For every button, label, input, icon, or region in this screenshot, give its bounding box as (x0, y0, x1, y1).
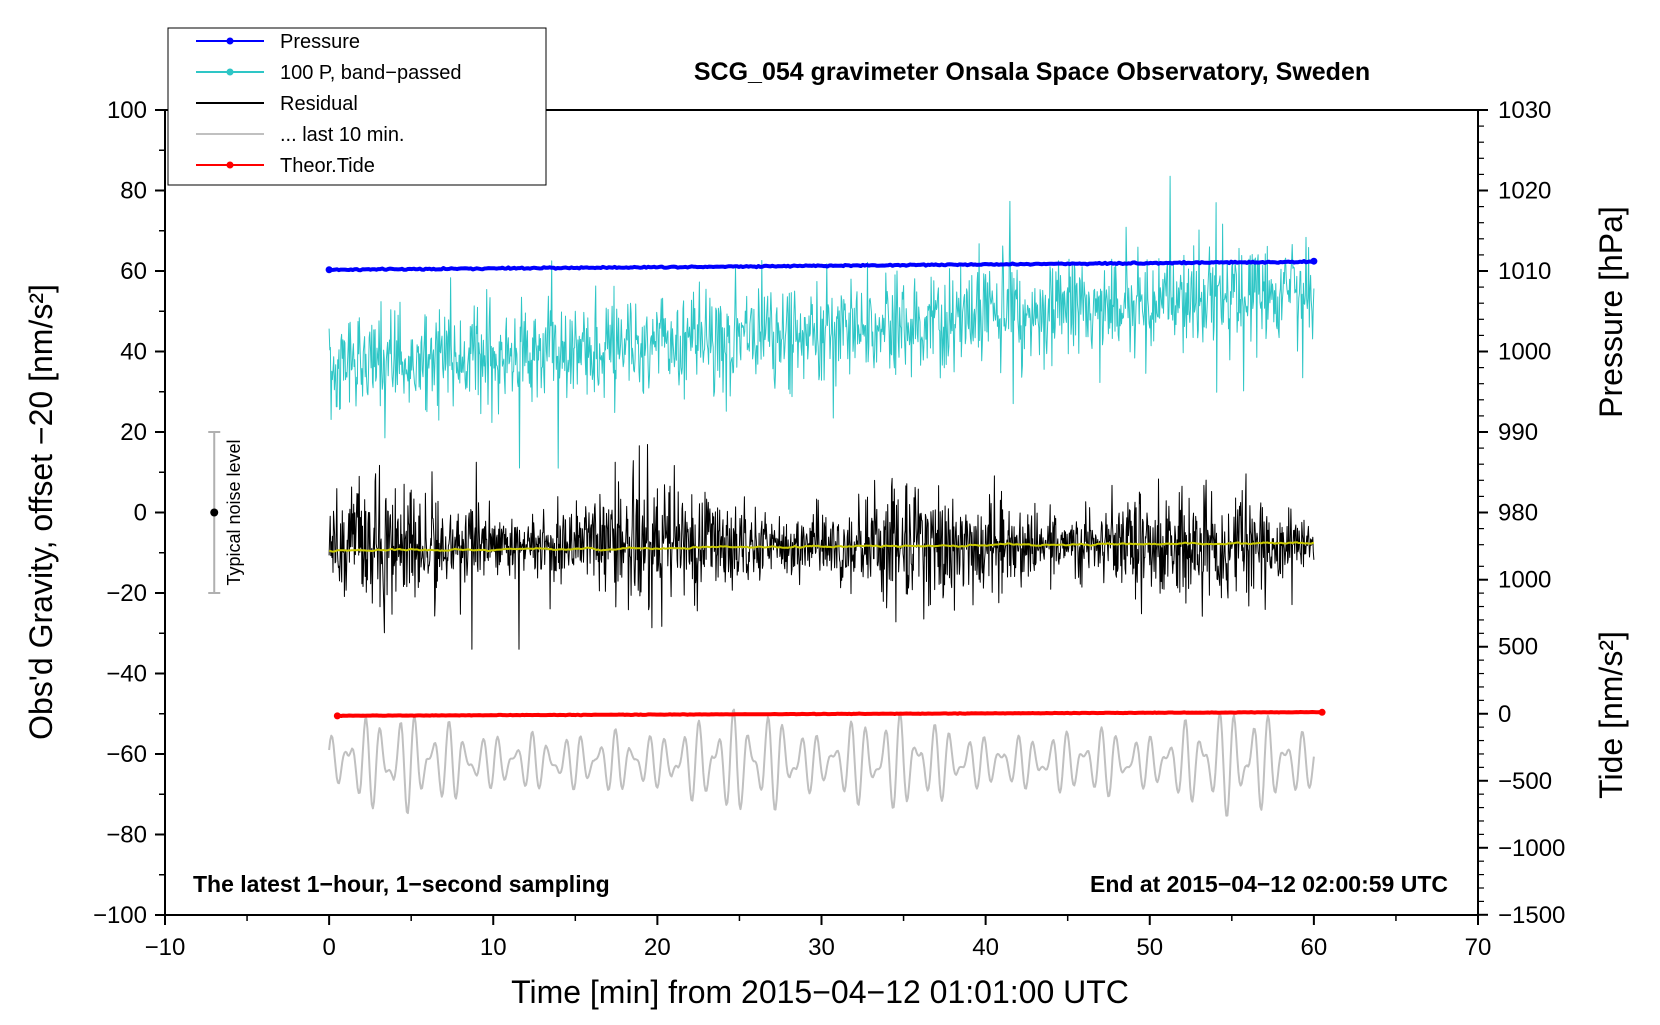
y-tick-label: −20 (106, 580, 147, 607)
annotation-sampling: The latest 1−hour, 1−second sampling (193, 871, 610, 897)
y-tick-label: −60 (106, 741, 147, 768)
tide-tick-label: 1000 (1498, 567, 1551, 594)
tide-tick-label: 500 (1498, 634, 1538, 661)
x-tick-label: 20 (644, 934, 671, 961)
legend-label: Pressure (280, 31, 360, 53)
y-axis-title: Obs'd Gravity, offset −20 [nm/s²] (23, 284, 59, 740)
noise-level-label: Typical noise level (224, 439, 244, 585)
series-point-theor-tide (1318, 708, 1326, 716)
y-tick-label: 100 (107, 97, 147, 124)
y-tick-label: −80 (106, 822, 147, 849)
tide-tick-label: −500 (1498, 768, 1552, 795)
x-tick-label: 50 (1136, 934, 1163, 961)
legend-label: Theor.Tide (280, 155, 375, 177)
y-tick-label: 80 (120, 178, 147, 205)
pressure-tick-label: 980 (1498, 500, 1538, 527)
x-tick-label: −10 (145, 934, 186, 961)
series-line-residual-smoothed (328, 541, 1315, 553)
tide-axis-title: Tide [nm/s²] (1593, 631, 1629, 799)
y-tick-label: −100 (93, 902, 147, 929)
pressure-tick-label: 1000 (1498, 339, 1551, 366)
axes-layer: −10 0 10 20 30 40 50 60 70100806040200−20−40−60−… (93, 97, 1565, 961)
tide-tick-label: −1000 (1498, 835, 1565, 862)
legend-label: 100 P, band−passed (280, 62, 461, 84)
x-tick-label: 10 (480, 934, 507, 961)
x-axis-title: Time [min] from 2015−04−12 01:01:00 UTC (511, 974, 1129, 1010)
y-tick-label: 20 (120, 419, 147, 446)
legend-marker (226, 161, 234, 169)
series-point-theor-tide (333, 712, 341, 720)
series-line-last-10-min (328, 708, 1315, 817)
x-tick-label: 60 (1301, 934, 1328, 961)
x-tick-label: 40 (972, 934, 999, 961)
pressure-tick-label: 990 (1498, 419, 1538, 446)
series-layer (325, 175, 1326, 817)
y-tick-label: 40 (120, 339, 147, 366)
pressure-axis-title: Pressure [hPa] (1593, 206, 1629, 418)
pressure-tick-label: 1030 (1498, 97, 1551, 124)
x-tick-label: 0 (322, 934, 335, 961)
series-line-pressure (328, 259, 1315, 273)
series-line-100-p-band-passed (328, 175, 1315, 469)
series-line-theor-tide (337, 710, 1323, 718)
annotation-end-time: End at 2015−04−12 02:00:59 UTC (1090, 871, 1448, 897)
pressure-tick-label: 1010 (1498, 258, 1551, 285)
y-tick-label: 0 (134, 500, 147, 527)
x-tick-label: 30 (808, 934, 835, 961)
y-tick-label: 60 (120, 258, 147, 285)
tide-tick-label: −1500 (1498, 902, 1565, 929)
series-point-pressure (325, 266, 333, 274)
legend-label: Residual (280, 93, 358, 115)
noise-bar-center (210, 508, 219, 517)
y-tick-label: −40 (106, 661, 147, 688)
legend-marker (226, 37, 234, 45)
legend-label: ... last 10 min. (280, 124, 405, 146)
series-point-pressure (1310, 257, 1318, 265)
legend-box (167, 27, 547, 186)
x-tick-label: 70 (1465, 934, 1492, 961)
chart-title: SCG_054 gravimeter Onsala Space Observat… (694, 58, 1370, 86)
tide-tick-label: 0 (1498, 701, 1511, 728)
legend: Pressure 100 P, band−passed Residual ... la… (167, 27, 547, 186)
legend-items: Pressure 100 P, band−passed Residual ... la… (196, 31, 461, 177)
pressure-tick-label: 1020 (1498, 178, 1551, 205)
legend-marker (226, 68, 234, 76)
noise-level-indicator: Typical noise level (208, 431, 244, 594)
series-line-residual (328, 444, 1315, 650)
